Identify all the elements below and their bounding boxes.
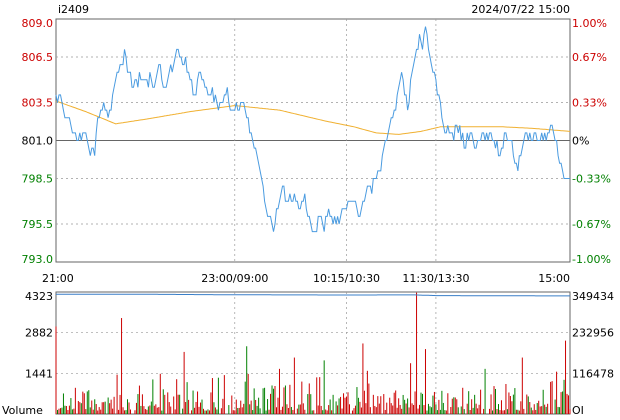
percent-tick-label: 0.67% (572, 51, 607, 64)
price-tick-label: 803.5 (22, 97, 54, 110)
percent-tick-label: -1.00% (572, 253, 611, 266)
volume-tick-label: 1441 (25, 367, 53, 380)
datetime-label: 2024/07/22 15:00 (471, 3, 570, 16)
price-panel: 809.0 1.00% 806.5 0.67% 803.5 0.33% 801.0 0% 798… (22, 17, 611, 266)
percent-tick-label: 1.00% (572, 17, 607, 30)
symbol-label: i2409 (58, 3, 89, 16)
time-axis: 21:00 23:00/09:00 10:15/10:30 11:30/13:30 15… (42, 272, 570, 285)
percent-tick-label: -0.67% (572, 218, 611, 231)
time-tick-label: 10:15/10:30 (313, 272, 380, 285)
oi-tick-label: 116478 (572, 367, 614, 380)
percent-tick-label: -0.33% (572, 172, 611, 185)
percent-tick-label: 0.33% (572, 97, 607, 110)
oi-tick-label: 349434 (572, 290, 614, 303)
time-tick-label: 21:00 (42, 272, 74, 285)
price-tick-label: 793.0 (22, 253, 54, 266)
price-tick-label: 795.5 (22, 218, 54, 231)
price-tick-label: 809.0 (22, 17, 54, 30)
price-tick-label: 806.5 (22, 51, 54, 64)
volume-axis-title: Volume (2, 404, 43, 417)
oi-axis-title: OI (572, 404, 584, 417)
volume-tick-label: 4323 (25, 290, 53, 303)
open-interest-line (56, 293, 570, 297)
time-tick-label: 11:30/13:30 (402, 272, 469, 285)
oi-tick-label: 232956 (572, 327, 614, 340)
volume-tick-label: 2882 (25, 327, 53, 340)
price-tick-label: 798.5 (22, 172, 54, 185)
price-line (55, 26, 570, 233)
price-tick-label: 801.0 (22, 135, 54, 148)
average-price-line (55, 100, 571, 135)
percent-tick-label: 0% (572, 135, 589, 148)
time-tick-label: 15:00 (538, 272, 570, 285)
time-tick-label: 23:00/09:00 (201, 272, 268, 285)
volume-oi-panel: 4323 2882 1441 349434 232956 116478 (25, 290, 614, 415)
